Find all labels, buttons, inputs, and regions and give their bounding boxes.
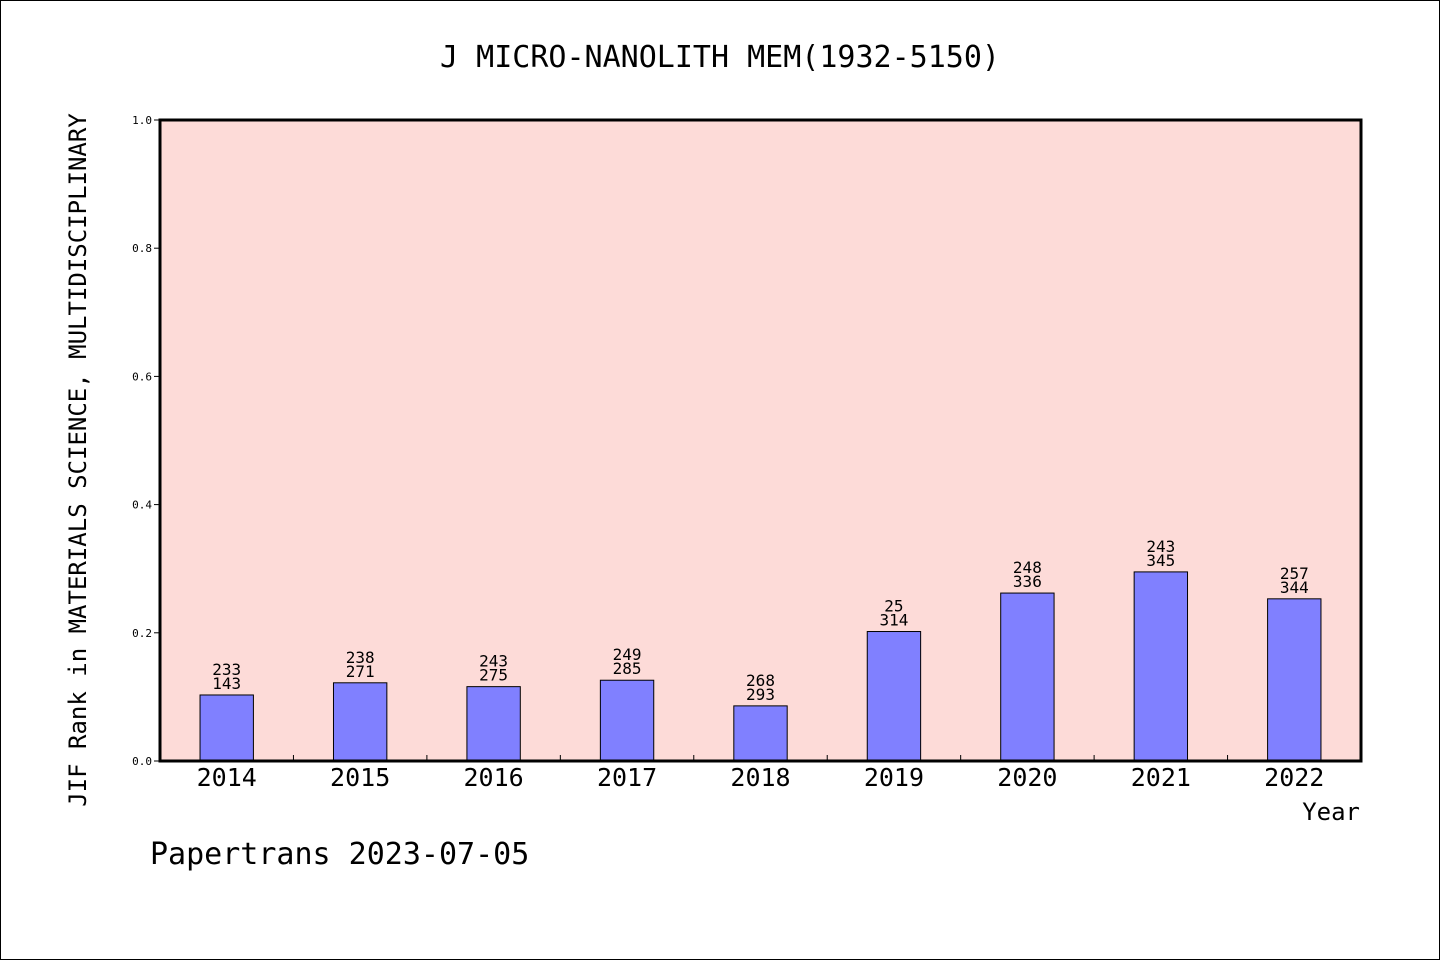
bar-rank-label: 233 bbox=[212, 660, 241, 679]
bar-2016 bbox=[466, 686, 521, 762]
y-tick-label: 0.2 bbox=[132, 627, 152, 640]
x-tick-label: 2018 bbox=[730, 763, 790, 792]
x-tick-label: 2016 bbox=[464, 763, 524, 792]
bar-2017 bbox=[599, 679, 655, 762]
footer-credit: Papertrans 2023-07-05 bbox=[150, 837, 529, 872]
bar-rank-label: 238 bbox=[346, 648, 375, 667]
chart-title: J MICRO-NANOLITH MEM(1932-5150) bbox=[440, 40, 1000, 75]
bar-total-label: 271 bbox=[346, 662, 375, 681]
bar-series: 2331432382712432752492852682932531424833… bbox=[199, 537, 1322, 762]
bar-total-label: 344 bbox=[1280, 578, 1309, 597]
bar-total-label: 275 bbox=[479, 666, 508, 685]
x-tick-label: 2019 bbox=[864, 763, 924, 792]
y-tick-label: 0.4 bbox=[132, 499, 152, 512]
bar-2014 bbox=[199, 694, 254, 762]
y-tick-label: 0.8 bbox=[132, 242, 152, 255]
bar-rank-label: 249 bbox=[613, 645, 642, 664]
y-tick-label: 0.0 bbox=[132, 755, 152, 768]
x-tick-label: 2015 bbox=[330, 763, 390, 792]
x-tick-label: 2021 bbox=[1131, 763, 1191, 792]
x-axis-title: Year bbox=[1302, 798, 1360, 826]
bar-total-label: 314 bbox=[879, 611, 908, 630]
bar-total-label: 345 bbox=[1146, 551, 1175, 570]
x-tick-label: 2020 bbox=[997, 763, 1057, 792]
y-tick-label: 0.6 bbox=[132, 370, 152, 383]
x-tick-label: 2014 bbox=[197, 763, 257, 792]
y-tick-label: 1.0 bbox=[132, 114, 152, 127]
bar-rank-label: 243 bbox=[1146, 537, 1175, 556]
x-tick-label: 2022 bbox=[1264, 763, 1324, 792]
bar-2018 bbox=[733, 705, 788, 762]
bar-rank-label: 25 bbox=[884, 597, 903, 616]
bar-rank-label: 257 bbox=[1280, 564, 1309, 583]
bar-2022 bbox=[1267, 598, 1322, 762]
bar-rank-label: 243 bbox=[479, 652, 508, 671]
bar-2015 bbox=[332, 682, 388, 762]
bar-2020 bbox=[1000, 592, 1055, 762]
x-tick-label: 2017 bbox=[597, 763, 657, 792]
bar-total-label: 336 bbox=[1013, 572, 1042, 591]
bar-2021 bbox=[1133, 571, 1189, 762]
bar-2019 bbox=[866, 631, 922, 762]
y-axis: 0.0 0.2 0.4 0.6 0.8 1.0 bbox=[132, 114, 160, 768]
bar-total-label: 285 bbox=[613, 659, 642, 678]
bar-rank-label: 248 bbox=[1013, 558, 1042, 577]
plot-frame bbox=[158, 118, 1363, 763]
x-axis: 2014 2015 2016 2017 2018 2019 2020 2021 2022 bbox=[197, 755, 1324, 792]
y-axis-title: JIF Rank in MATERIALS SCIENCE, MULTIDISC… bbox=[64, 113, 92, 807]
bar-rank-label: 268 bbox=[746, 671, 775, 690]
bar-total-label: 293 bbox=[746, 685, 775, 704]
bar-total-label: 143 bbox=[212, 674, 241, 693]
